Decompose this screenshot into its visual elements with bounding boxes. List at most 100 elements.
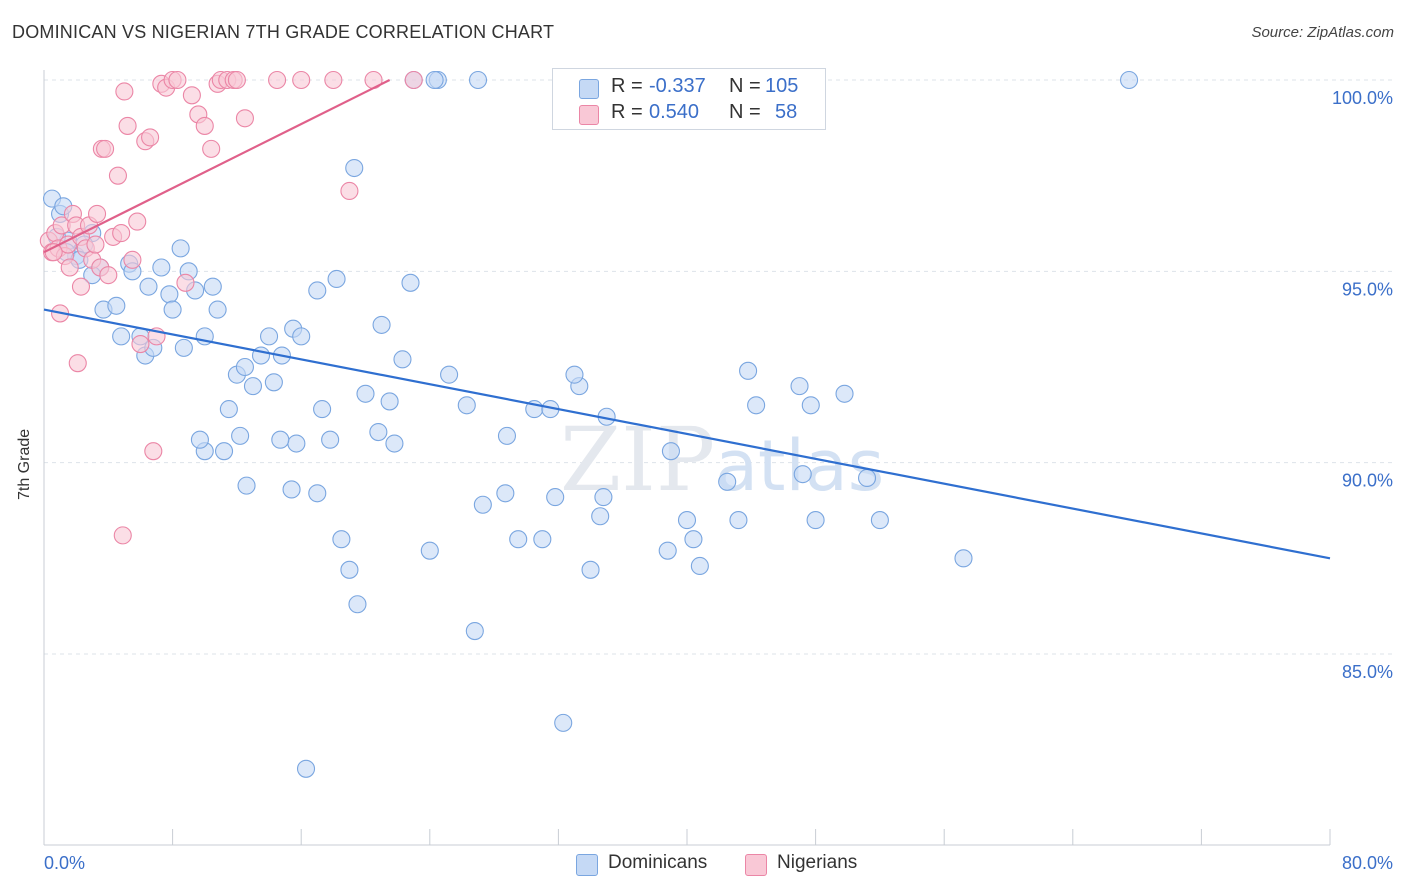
nigerian-point	[176, 273, 195, 292]
dominican-point	[296, 759, 316, 778]
dominican-point	[457, 396, 476, 415]
nigerian-point	[202, 139, 221, 158]
chart-source: Source: ZipAtlas.com	[1251, 24, 1394, 41]
dominican-point	[345, 158, 364, 178]
nigerian-point	[235, 109, 254, 128]
dominican-point	[174, 338, 193, 357]
dominican-point	[327, 269, 346, 289]
nigerian-point	[141, 128, 160, 147]
dominican-point	[747, 396, 766, 415]
r-value: 0.540	[649, 101, 700, 123]
dominican-point	[287, 434, 306, 453]
dominican-point	[581, 560, 600, 579]
dominican-point	[954, 549, 973, 568]
nigerians-swatch	[579, 105, 599, 125]
nigerian-point	[60, 258, 79, 277]
dominican-point	[313, 400, 332, 419]
dominican-point	[554, 713, 573, 732]
dominican-point	[801, 396, 820, 415]
dominican-point	[393, 350, 412, 369]
dominican-point	[440, 365, 459, 384]
stats-legend: R = -0.337 N = 105 R = 0.540 N = 58	[552, 68, 826, 130]
dominican-point	[160, 285, 179, 304]
dominican-point	[235, 357, 254, 377]
dominican-point	[790, 377, 809, 396]
dominican-point	[1120, 70, 1139, 90]
r-label: R =	[611, 101, 643, 123]
nigerian-point	[118, 116, 137, 135]
dominican-point	[332, 530, 351, 549]
dominican-point	[835, 384, 854, 403]
y-tick-labels: 85.0% 90.0% 95.0% 100.0%	[1332, 88, 1393, 682]
dominican-point	[190, 430, 209, 449]
nigerians-series	[39, 70, 423, 545]
nigerian-point	[86, 235, 105, 254]
dominican-point	[271, 430, 290, 449]
nigerian-point	[113, 526, 132, 545]
dominican-point	[356, 384, 375, 403]
stats-row-nigerians: R = 0.540 N = 58	[553, 101, 825, 127]
n-label: N =	[729, 75, 761, 97]
nigerian-point	[87, 204, 107, 223]
dominican-point	[380, 392, 399, 411]
dominican-point	[203, 277, 222, 296]
dominican-point	[348, 595, 367, 614]
n-label: N =	[729, 101, 761, 123]
nigerian-point	[144, 442, 163, 461]
dominicans-legend-swatch	[576, 854, 598, 876]
dominican-point	[340, 560, 359, 579]
y-tick-label: 90.0%	[1342, 471, 1393, 491]
dominican-point	[214, 442, 234, 461]
dominican-point	[658, 541, 677, 560]
r-label: R =	[611, 75, 643, 97]
nigerian-point	[68, 354, 87, 373]
dominican-point	[401, 273, 420, 292]
dominican-point	[690, 556, 709, 576]
chart-title: DOMINICAN VS NIGERIAN 7TH GRADE CORRELAT…	[12, 22, 555, 42]
dominican-point	[308, 484, 327, 503]
dominican-point	[497, 426, 517, 445]
nigerian-point	[227, 70, 246, 90]
dominicans-trend-line	[43, 308, 1331, 560]
dominican-point	[219, 400, 238, 419]
dominican-point	[385, 434, 404, 453]
dominican-point	[857, 468, 877, 488]
dominican-point	[321, 430, 340, 449]
nigerian-point	[340, 181, 359, 201]
dominican-point	[591, 507, 610, 526]
nigerian-point	[182, 86, 201, 105]
r-value: -0.337	[649, 75, 706, 97]
dominicans-swatch	[579, 79, 599, 99]
dominican-point	[870, 511, 889, 530]
dominican-point	[208, 300, 227, 319]
dominican-point	[473, 495, 492, 514]
nigerian-point	[115, 82, 134, 101]
stats-row-dominicans: R = -0.337 N = 105	[553, 75, 825, 101]
dominican-point	[139, 277, 158, 296]
dominican-point	[372, 315, 391, 334]
dominican-point	[420, 541, 439, 560]
dominican-point	[546, 488, 565, 507]
x-tick-labels: 0.0% 80.0%	[44, 853, 1393, 873]
dominican-point	[468, 70, 488, 90]
trend-lines	[43, 79, 1331, 560]
nigerian-point	[404, 70, 423, 90]
nigerian-point	[71, 277, 91, 296]
nigerian-point	[195, 116, 214, 135]
dominican-point	[237, 476, 256, 495]
dominican-point	[533, 530, 552, 549]
x-tick-label: 0.0%	[44, 853, 85, 873]
dominican-point	[677, 511, 697, 530]
nigerian-point	[112, 224, 131, 243]
dominican-point	[259, 327, 279, 346]
nigerian-point	[99, 266, 118, 285]
y-tick-label: 85.0%	[1342, 662, 1393, 682]
nigerian-point	[268, 70, 287, 90]
dominican-point	[243, 377, 263, 396]
legend-label-nigerians: Nigerians	[777, 852, 858, 873]
dominican-point	[264, 373, 283, 392]
dominican-point	[152, 258, 171, 277]
y-tick-label: 100.0%	[1332, 88, 1393, 108]
dominican-point	[565, 365, 584, 384]
